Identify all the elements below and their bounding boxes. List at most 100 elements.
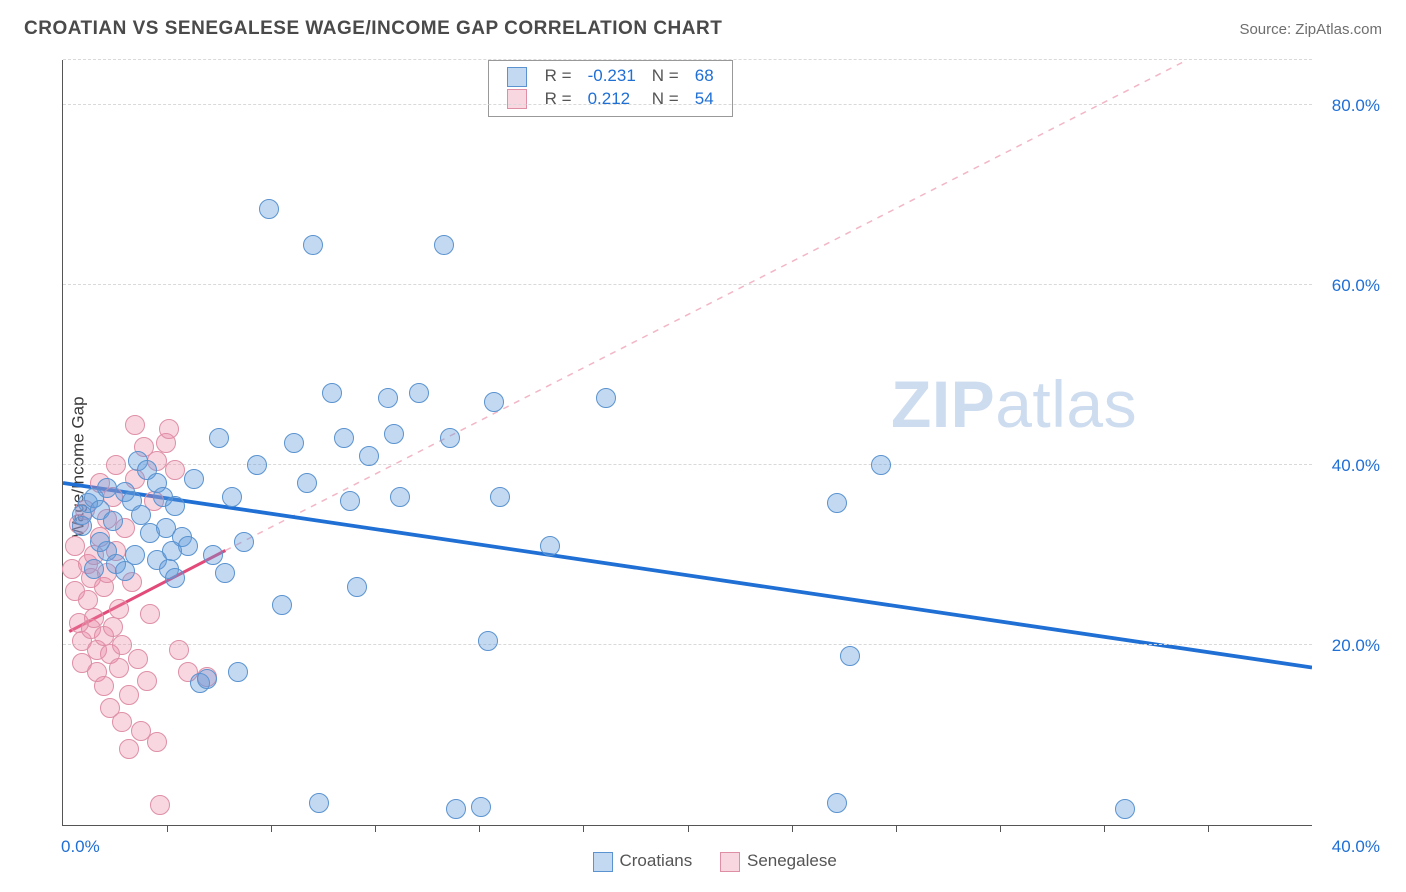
- x-tick: [583, 825, 584, 832]
- point-croatian: [284, 433, 304, 453]
- x-tick-label-max: 40.0%: [1332, 837, 1380, 857]
- point-croatian: [471, 797, 491, 817]
- point-senegalese: [109, 658, 129, 678]
- point-croatian: [303, 235, 323, 255]
- point-senegalese: [65, 536, 85, 556]
- point-senegalese: [159, 419, 179, 439]
- point-croatian: [259, 199, 279, 219]
- point-croatian: [222, 487, 242, 507]
- y-tick-label: 60.0%: [1332, 276, 1380, 296]
- point-croatian: [165, 568, 185, 588]
- point-croatian: [228, 662, 248, 682]
- point-croatian: [434, 235, 454, 255]
- x-tick: [1208, 825, 1209, 832]
- header: CROATIAN VS SENEGALESE WAGE/INCOME GAP C…: [0, 0, 1406, 50]
- x-tick: [792, 825, 793, 832]
- point-senegalese: [165, 460, 185, 480]
- point-croatian: [297, 473, 317, 493]
- point-croatian: [184, 469, 204, 489]
- legend-swatch: [720, 852, 740, 872]
- point-croatian: [165, 496, 185, 516]
- legend-series-label: Senegalese: [747, 851, 837, 870]
- point-croatian: [247, 455, 267, 475]
- point-croatian: [409, 383, 429, 403]
- watermark-zip: ZIP: [891, 367, 995, 441]
- y-tick-label: 40.0%: [1332, 456, 1380, 476]
- point-croatian: [90, 532, 110, 552]
- point-croatian: [478, 631, 498, 651]
- legend-n-label: N =: [644, 88, 687, 111]
- y-tick-label: 80.0%: [1332, 96, 1380, 116]
- point-croatian: [596, 388, 616, 408]
- x-tick: [688, 825, 689, 832]
- legend-stats-row: R = -0.231N = 68: [499, 65, 722, 88]
- legend-r-label: R =: [537, 88, 580, 111]
- legend-swatch: [507, 89, 527, 109]
- legend-series: Croatians Senegalese: [593, 851, 837, 872]
- legend-stats: R = -0.231N = 68R = 0.212N = 54: [488, 60, 733, 117]
- x-tick: [1000, 825, 1001, 832]
- point-croatian: [309, 793, 329, 813]
- point-croatian: [203, 545, 223, 565]
- watermark: ZIPatlas: [891, 366, 1137, 442]
- point-senegalese: [112, 712, 132, 732]
- legend-swatch: [593, 852, 613, 872]
- point-croatian: [103, 511, 123, 531]
- legend-series-label: Croatians: [619, 851, 692, 870]
- point-senegalese: [119, 685, 139, 705]
- point-croatian: [359, 446, 379, 466]
- x-tick: [1104, 825, 1105, 832]
- x-tick: [375, 825, 376, 832]
- point-croatian: [97, 478, 117, 498]
- gridline-h: [63, 284, 1312, 285]
- point-croatian: [162, 541, 182, 561]
- point-croatian: [84, 559, 104, 579]
- point-croatian: [234, 532, 254, 552]
- point-croatian: [827, 493, 847, 513]
- point-senegalese: [103, 617, 123, 637]
- chart-area: Wage/Income Gap ZIPatlas R = -0.231N = 6…: [14, 56, 1392, 878]
- point-senegalese: [169, 640, 189, 660]
- point-croatian: [322, 383, 342, 403]
- point-senegalese: [140, 604, 160, 624]
- x-tick-label-min: 0.0%: [61, 837, 100, 857]
- point-croatian: [272, 595, 292, 615]
- point-senegalese: [106, 455, 126, 475]
- point-senegalese: [147, 732, 167, 752]
- legend-series-item: Croatians: [593, 851, 693, 872]
- point-croatian: [131, 505, 151, 525]
- point-senegalese: [150, 795, 170, 815]
- legend-n-label: N =: [644, 65, 687, 88]
- gridline-h: [63, 644, 1312, 645]
- point-croatian: [490, 487, 510, 507]
- trend-line: [63, 483, 1312, 668]
- point-croatian: [827, 793, 847, 813]
- gridline-h: [63, 59, 1312, 60]
- point-croatian: [378, 388, 398, 408]
- point-senegalese: [84, 608, 104, 628]
- point-croatian: [340, 491, 360, 511]
- point-croatian: [1115, 799, 1135, 819]
- point-croatian: [484, 392, 504, 412]
- point-croatian: [871, 455, 891, 475]
- watermark-atlas: atlas: [995, 367, 1137, 441]
- gridline-h: [63, 104, 1312, 105]
- point-croatian: [72, 516, 92, 536]
- point-croatian: [215, 563, 235, 583]
- legend-r-value: -0.231: [580, 65, 644, 88]
- point-senegalese: [94, 676, 114, 696]
- trend-line: [225, 60, 1187, 551]
- x-tick: [896, 825, 897, 832]
- point-croatian: [384, 424, 404, 444]
- point-croatian: [209, 428, 229, 448]
- legend-n-value: 68: [687, 65, 722, 88]
- point-croatian: [446, 799, 466, 819]
- plot-region: ZIPatlas R = -0.231N = 68R = 0.212N = 54…: [62, 60, 1312, 826]
- point-croatian: [840, 646, 860, 666]
- point-croatian: [540, 536, 560, 556]
- point-senegalese: [137, 671, 157, 691]
- legend-stats-row: R = 0.212N = 54: [499, 88, 722, 111]
- x-tick: [167, 825, 168, 832]
- legend-series-item: Senegalese: [720, 851, 837, 872]
- point-croatian: [440, 428, 460, 448]
